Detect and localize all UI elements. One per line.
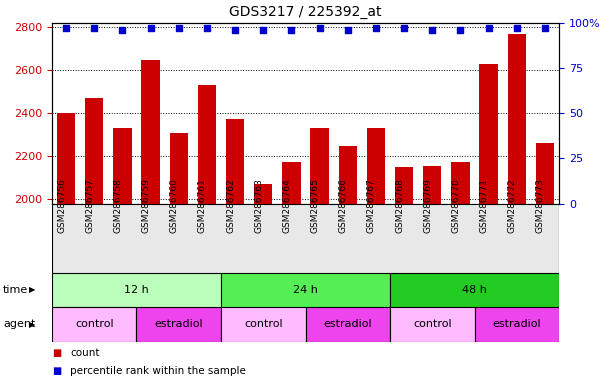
Bar [254, 184, 273, 384]
Point [258, 27, 268, 33]
Text: percentile rank within the sample: percentile rank within the sample [70, 366, 246, 376]
Point [117, 27, 127, 33]
Text: GSM286773: GSM286773 [536, 178, 545, 233]
Text: GSM286760: GSM286760 [170, 178, 179, 233]
Bar [367, 128, 385, 384]
Bar [57, 113, 75, 384]
Bar [452, 162, 470, 384]
Text: GSM286768: GSM286768 [395, 178, 404, 233]
Text: GSM286763: GSM286763 [254, 178, 263, 233]
Point [456, 27, 466, 33]
Point [484, 25, 494, 31]
FancyBboxPatch shape [52, 204, 559, 273]
FancyBboxPatch shape [52, 273, 221, 307]
Text: GSM286771: GSM286771 [480, 178, 489, 233]
FancyBboxPatch shape [475, 307, 559, 342]
Bar [282, 162, 301, 384]
Text: estradiol: estradiol [492, 319, 541, 329]
Point [61, 25, 71, 31]
Bar [508, 34, 526, 384]
Text: GDS3217 / 225392_at: GDS3217 / 225392_at [229, 5, 382, 19]
FancyBboxPatch shape [221, 273, 390, 307]
Point [230, 27, 240, 33]
Text: ■: ■ [52, 366, 61, 376]
Point [371, 25, 381, 31]
Text: GSM286759: GSM286759 [142, 178, 150, 233]
Point [540, 25, 550, 31]
Bar [170, 132, 188, 384]
Point [202, 25, 212, 31]
Text: estradiol: estradiol [155, 319, 203, 329]
Text: ▶: ▶ [29, 285, 36, 295]
Text: count: count [70, 348, 100, 358]
Bar [310, 128, 329, 384]
Text: ▶: ▶ [29, 320, 36, 329]
Point [89, 25, 99, 31]
Bar [141, 60, 159, 384]
Bar [423, 166, 441, 384]
FancyBboxPatch shape [52, 307, 136, 342]
Point [287, 27, 296, 33]
Point [512, 25, 522, 31]
Text: GSM286766: GSM286766 [338, 178, 348, 233]
Text: GSM286770: GSM286770 [452, 178, 461, 233]
Bar [395, 167, 413, 384]
Text: GSM286772: GSM286772 [508, 178, 517, 233]
FancyBboxPatch shape [390, 273, 559, 307]
Bar [480, 64, 498, 384]
Text: ■: ■ [52, 348, 61, 358]
Point [174, 25, 184, 31]
Bar [226, 119, 244, 384]
Bar [198, 85, 216, 384]
Text: 12 h: 12 h [124, 285, 149, 295]
Text: control: control [75, 319, 114, 329]
Text: GSM286758: GSM286758 [114, 178, 122, 233]
Text: agent: agent [3, 319, 35, 329]
Point [145, 25, 155, 31]
Text: 48 h: 48 h [462, 285, 487, 295]
Text: 24 h: 24 h [293, 285, 318, 295]
Text: estradiol: estradiol [323, 319, 372, 329]
Text: control: control [244, 319, 282, 329]
Text: GSM286764: GSM286764 [282, 178, 291, 233]
Bar [338, 146, 357, 384]
Text: GSM286757: GSM286757 [85, 178, 94, 233]
Point [428, 27, 437, 33]
Text: GSM286761: GSM286761 [198, 178, 207, 233]
Text: GSM286762: GSM286762 [226, 178, 235, 233]
FancyBboxPatch shape [390, 307, 475, 342]
Bar [85, 98, 103, 384]
FancyBboxPatch shape [306, 307, 390, 342]
FancyBboxPatch shape [221, 307, 306, 342]
Point [343, 27, 353, 33]
Point [399, 25, 409, 31]
FancyBboxPatch shape [136, 307, 221, 342]
Bar [536, 143, 554, 384]
Point [315, 25, 324, 31]
Text: GSM286767: GSM286767 [367, 178, 376, 233]
Text: GSM286765: GSM286765 [310, 178, 320, 233]
Text: time: time [3, 285, 28, 295]
Text: control: control [413, 319, 452, 329]
Bar [113, 128, 131, 384]
Text: GSM286756: GSM286756 [57, 178, 66, 233]
Text: GSM286769: GSM286769 [423, 178, 433, 233]
